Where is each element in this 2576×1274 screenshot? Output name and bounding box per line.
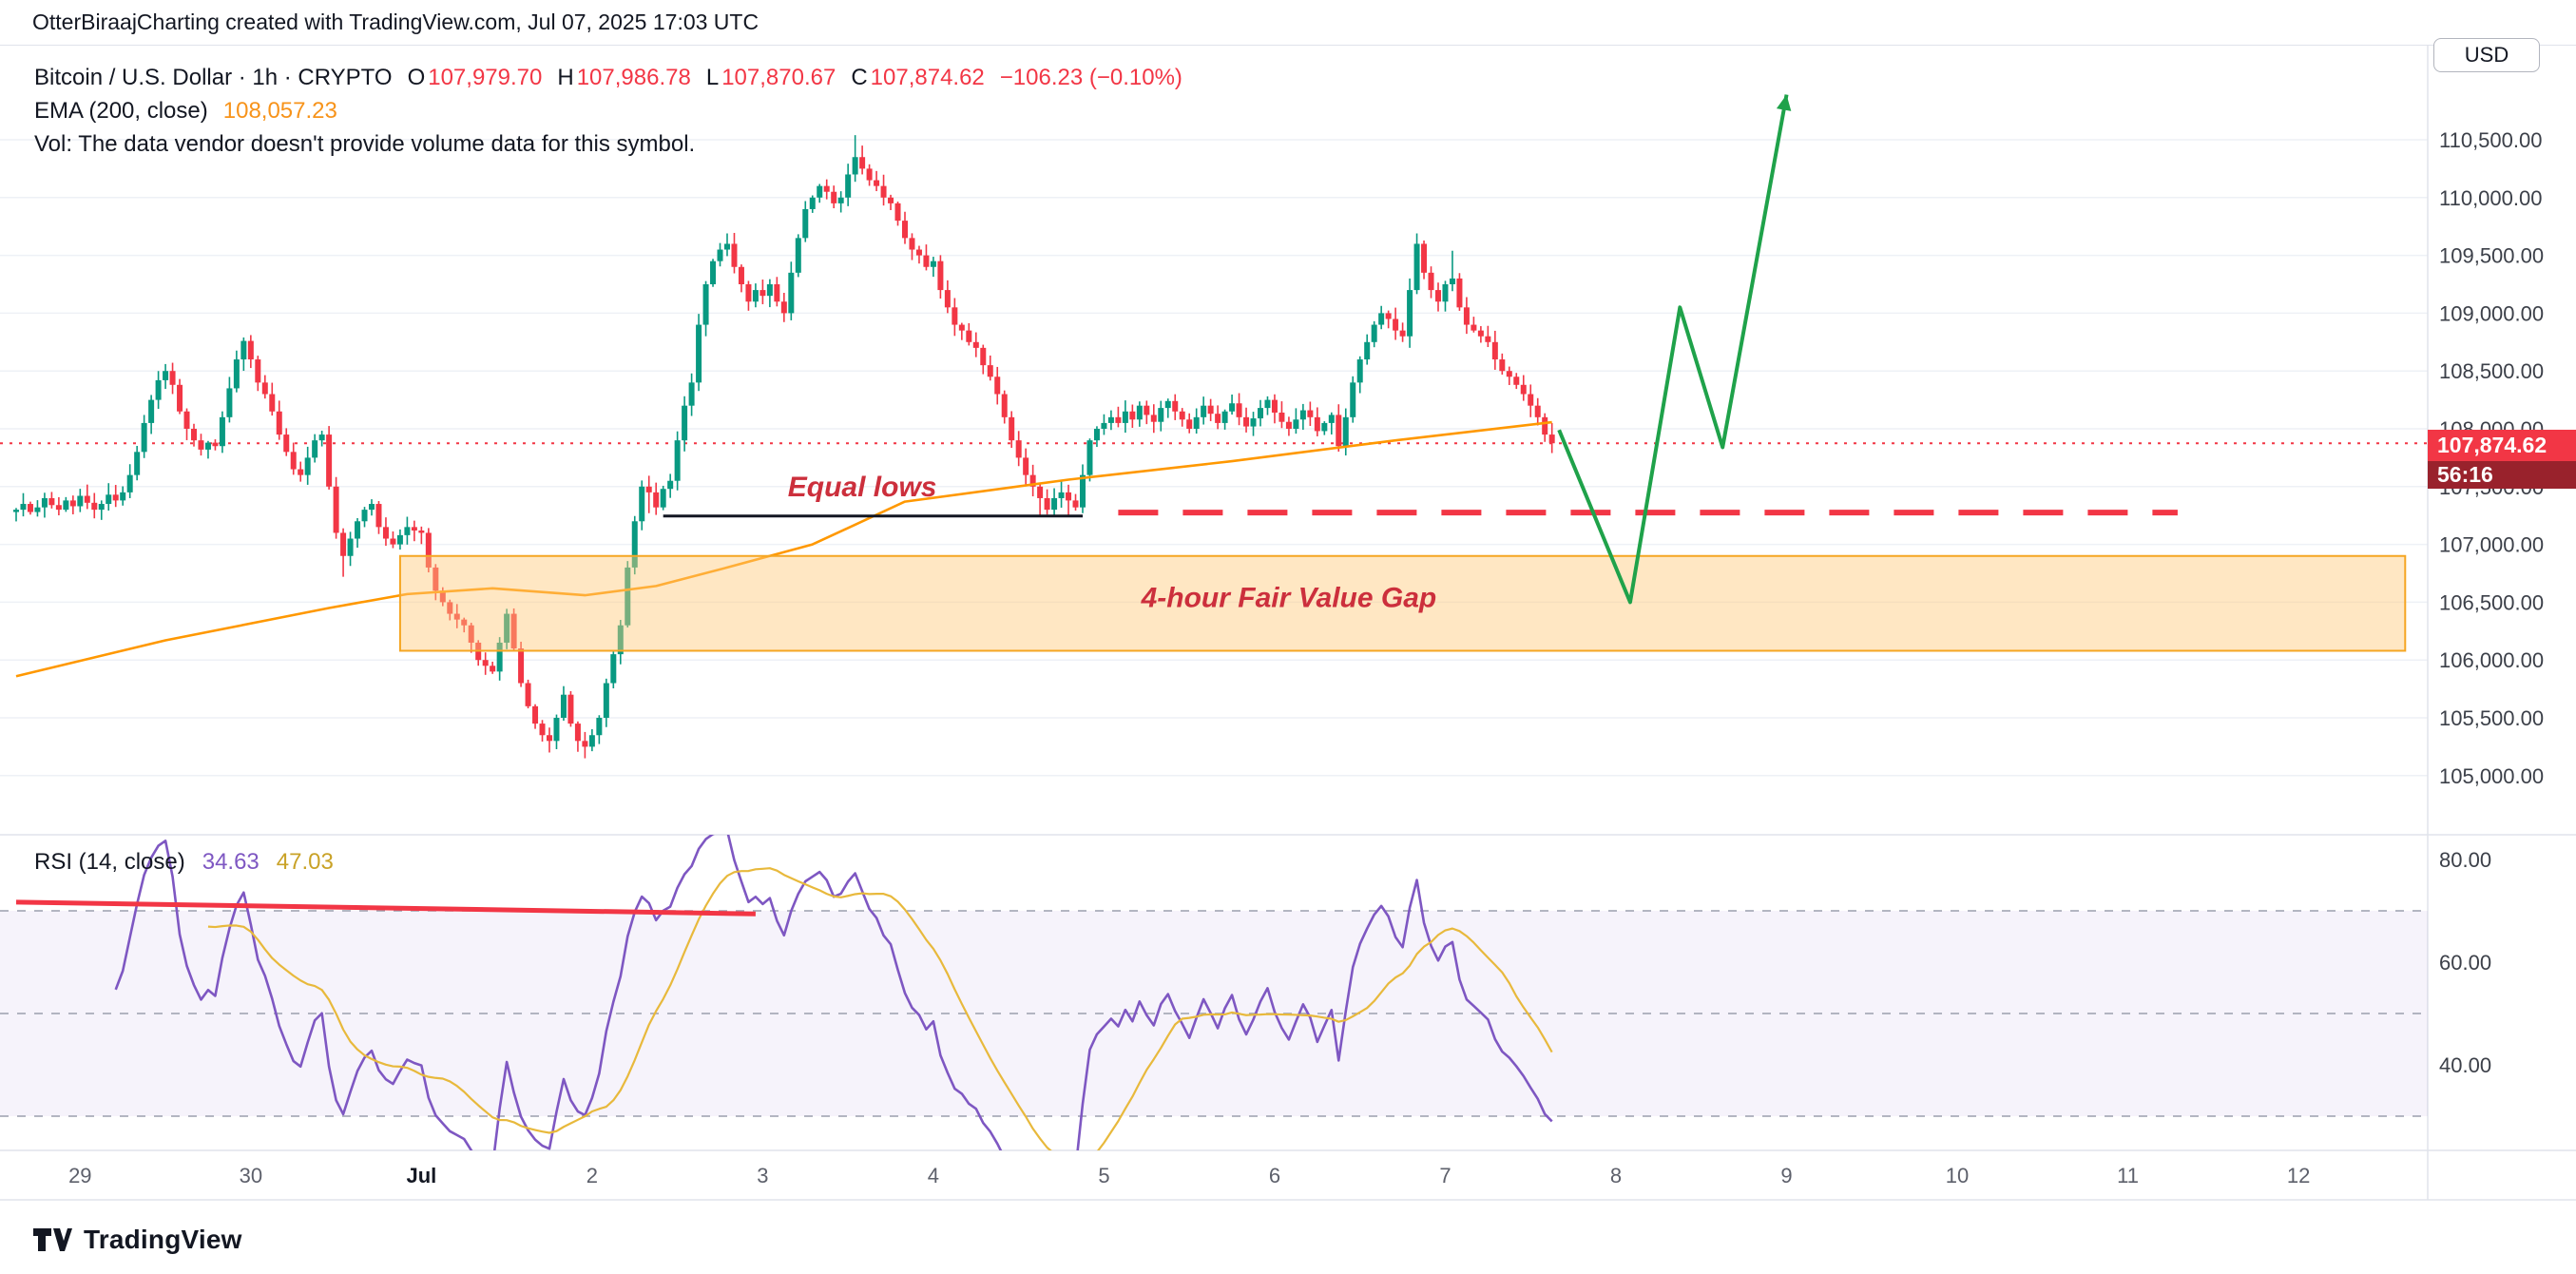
price-axis-label: 108,500.00 [2439,359,2544,383]
ema-indicator-value: 108,057.23 [222,97,337,124]
attribution-text: OtterBiraajCharting created with Trading… [32,10,759,34]
rsi-legend: RSI (14, close) 34.63 47.03 [34,849,334,876]
low-label: L [705,64,720,90]
footer: TradingView [32,1217,242,1263]
candlesticks [13,135,1555,759]
last-price-value: 107,874.62 [2428,430,2576,461]
attribution-bar: OtterBiraajCharting created with Trading… [0,0,2576,46]
volume-note: Vol: The data vendor doesn't provide vol… [34,130,696,157]
time-axis-label: 6 [1269,1164,1280,1187]
currency-toggle-button[interactable]: USD [2433,38,2540,72]
rsi-band: 80.00 60.00 40.00 [0,848,2491,1117]
high-value: 107,986.78 [576,64,691,90]
time-axis[interactable]: 29 30 Jul 2 3 4 5 6 7 8 9 10 11 12 [68,1164,2310,1187]
rsi-axis-label: 80.00 [2439,848,2491,872]
time-axis-label: 10 [1946,1164,1969,1187]
open-value: 107,979.70 [428,64,543,90]
volume-note-row: Vol: The data vendor doesn't provide vol… [34,127,1182,161]
ema-line [15,420,1552,678]
price-axis-label: 105,500.00 [2439,706,2544,730]
ema-indicator-label[interactable]: EMA (200, close) [34,97,208,124]
ohlc-low: L 107,870.67 [706,65,836,91]
time-axis-label: 2 [586,1164,598,1187]
chart-legend: Bitcoin / U.S. Dollar · 1h · CRYPTO O 10… [34,61,1182,161]
ohlc-open: O 107,979.70 [408,65,543,91]
change-value: −106.23 (−0.10%) [999,64,1182,90]
time-axis-label: 12 [2287,1164,2310,1187]
price-axis-label: 110,500.00 [2439,128,2542,152]
price-gridlines: 110,500.00 110,000.00 109,500.00 109,000.00… [0,128,2544,788]
fvg-annotation-text[interactable]: 4-hour Fair Value Gap [1141,583,1437,614]
time-axis-label: 30 [240,1164,262,1187]
rsi-indicator-label[interactable]: RSI (14, close) [34,849,185,875]
tradingview-logo-text[interactable]: TradingView [84,1225,242,1254]
rsi-value: 34.63 [202,849,260,875]
price-projection-path[interactable] [1557,94,1789,605]
rsi-plot [114,835,1553,1150]
rsi-axis-label: 40.00 [2439,1053,2491,1077]
ohlc-high: H 107,986.78 [557,65,690,91]
price-axis-label: 106,500.00 [2439,590,2544,614]
price-axis-label: 106,000.00 [2439,648,2544,672]
price-axis-label: 105,000.00 [2439,764,2544,788]
low-value: 107,870.67 [721,64,836,90]
price-axis-label: 110,000.00 [2439,186,2542,210]
symbol-row: Bitcoin / U.S. Dollar · 1h · CRYPTO O 10… [34,61,1182,94]
time-axis-label: 7 [1439,1164,1451,1187]
rsi-ma-line [207,867,1553,1150]
symbol-title[interactable]: Bitcoin / U.S. Dollar · 1h · CRYPTO [34,64,393,90]
ohlc-close: C 107,874.62 [851,65,984,91]
time-axis-label: 29 [68,1164,91,1187]
equal-lows-annotation-text[interactable]: Equal lows [788,472,937,503]
time-axis-label: 11 [2117,1164,2139,1187]
open-label: O [407,64,426,90]
close-label: C [851,64,868,90]
rsi-trendline[interactable] [15,899,756,917]
time-axis-label: 4 [928,1164,939,1187]
time-axis-label: 8 [1610,1164,1622,1187]
bar-countdown: 56:16 [2428,461,2576,489]
rsi-ma-value: 47.03 [276,849,334,875]
time-axis-label: Jul [406,1164,436,1187]
time-axis-label: 9 [1780,1164,1792,1187]
fair-value-gap-box[interactable] [398,554,2407,652]
price-axis-label: 107,000.00 [2439,533,2544,557]
price-axis-label: 109,000.00 [2439,301,2544,325]
time-axis-label: 5 [1098,1164,1109,1187]
projection-arrowhead-icon [1776,94,1792,111]
high-label: H [557,64,574,90]
pane-separators [0,46,2576,1201]
ema-row: EMA (200, close) 108,057.23 [34,94,1182,127]
time-axis-label: 3 [757,1164,768,1187]
price-axis-label: 109,500.00 [2439,244,2544,268]
tradingview-logo-icon[interactable] [32,1226,72,1253]
last-price-badge: 107,874.62 56:16 [2428,430,2576,489]
close-value: 107,874.62 [870,64,985,90]
rsi-axis-label: 60.00 [2439,951,2491,975]
